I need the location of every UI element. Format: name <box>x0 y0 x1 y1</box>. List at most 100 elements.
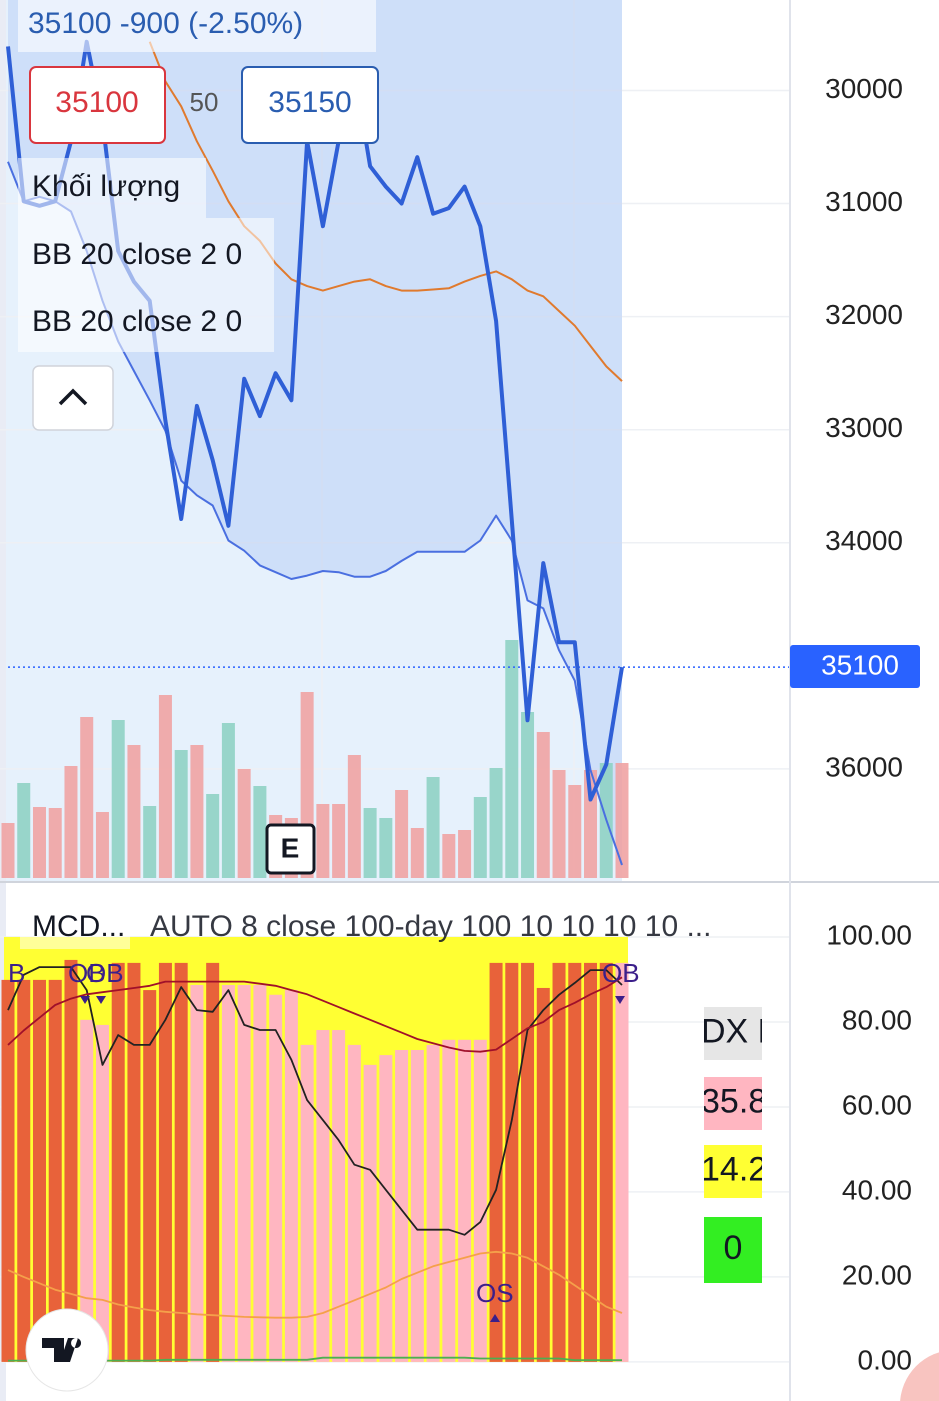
bar <box>1 979 15 1362</box>
corner-badge <box>900 1352 939 1401</box>
volume-bar <box>143 806 157 878</box>
volume-bar <box>410 828 424 878</box>
bar <box>237 984 251 1362</box>
indicator-line <box>7 966 623 1236</box>
volume-bar <box>458 830 472 878</box>
volume-bar <box>505 640 519 878</box>
title-bg <box>20 905 130 949</box>
bar <box>253 984 267 1362</box>
y-tick-label: 100.00 <box>826 919 912 950</box>
y-tick-label: 32000 <box>825 299 903 330</box>
legend-bb[interactable]: BB 20 close 2 0 <box>32 305 242 338</box>
volume-bar <box>552 770 566 878</box>
table-cell <box>704 1217 762 1283</box>
signal-label: OB <box>68 958 106 988</box>
volume-bar <box>395 790 409 878</box>
table-text: 14.2 <box>701 1150 767 1188</box>
collapse-button[interactable] <box>32 365 114 431</box>
ask-button[interactable] <box>241 66 379 144</box>
y-tick-label: 33000 <box>825 412 903 443</box>
table-cell <box>704 1077 762 1130</box>
bid-price[interactable]: 35100 <box>55 86 138 119</box>
price-line <box>148 41 623 382</box>
bar <box>599 962 613 1362</box>
signal-marker <box>615 996 625 1004</box>
signal-label: OB <box>602 958 640 988</box>
bar <box>158 962 172 1362</box>
signal-marker <box>80 996 90 1004</box>
indicator-table: DX F 35.8 14.2 0 <box>701 1007 778 1283</box>
y-tick-label: 40.00 <box>842 1174 912 1205</box>
volume-bar <box>568 785 582 878</box>
y-tick-label: 20.00 <box>842 1259 912 1290</box>
y-tick-label: 31000 <box>825 186 903 217</box>
table-cell <box>704 1007 762 1060</box>
y-tick-label: 60.00 <box>842 1089 912 1120</box>
legend-bg <box>18 218 274 352</box>
volume-bar <box>1 823 15 878</box>
bar <box>32 979 46 1362</box>
indicator-params: AUTO 8 close 100-day 100 10 10 10 10 ... <box>150 910 711 943</box>
table-text: DX F <box>701 1012 778 1050</box>
bar <box>190 984 204 1362</box>
bar <box>584 962 598 1362</box>
bid-button[interactable] <box>29 66 166 144</box>
bar <box>206 962 220 1362</box>
bar <box>442 1039 456 1362</box>
signal-label: B <box>8 958 25 988</box>
volume-bar <box>536 732 550 878</box>
signal-label: OS <box>476 1278 514 1308</box>
legend-bg <box>18 158 206 218</box>
left-edge <box>0 0 6 1401</box>
bar <box>536 987 550 1362</box>
bar <box>347 1044 361 1362</box>
logo-mark <box>42 1338 82 1362</box>
volume-bar <box>221 723 235 878</box>
bar <box>143 990 157 1362</box>
quote-bg <box>18 0 376 52</box>
bar <box>410 1050 424 1362</box>
volume-bar <box>64 766 78 878</box>
bar <box>111 962 125 1362</box>
indicator-pane: MCD... AUTO 8 close 100-day 100 10 10 10 … <box>0 905 790 1363</box>
volume-bar <box>190 745 204 878</box>
legend-bb[interactable]: BB 20 close 2 0 <box>32 238 242 271</box>
y-tick-label: 30000 <box>825 73 903 104</box>
spread: 50 <box>190 87 219 117</box>
volume-bar <box>80 717 94 878</box>
earnings-badge[interactable] <box>265 823 316 875</box>
ask-price[interactable]: 35150 <box>268 86 351 119</box>
bar <box>473 1039 487 1362</box>
bar <box>174 962 188 1362</box>
bar <box>521 962 535 1362</box>
bar <box>221 984 235 1362</box>
axes: 30000 31000 32000 33000 34000 36000 100.00 80.0… <box>825 73 912 1375</box>
signal-marker <box>490 1314 500 1322</box>
bar <box>458 1039 472 1362</box>
y-tick-label: 34000 <box>825 525 903 556</box>
bar <box>552 962 566 1362</box>
volume-bar <box>332 804 346 878</box>
signal-label: OB <box>86 958 124 988</box>
quote: 35100 -900 (-2.50%) <box>28 7 303 40</box>
bar <box>48 979 62 1362</box>
volume-bar <box>426 777 440 878</box>
volume-bar <box>95 812 109 878</box>
bar <box>95 1024 109 1362</box>
volume-bar <box>473 797 487 878</box>
volume-bar <box>158 695 172 878</box>
bar <box>80 1019 94 1362</box>
price-tag <box>790 645 920 688</box>
volume-bar <box>174 750 188 878</box>
volume-bar <box>363 808 377 878</box>
table-cell <box>704 1145 762 1198</box>
bar <box>568 962 582 1362</box>
volume-bar <box>32 807 46 878</box>
price-tag-label: 35100 <box>821 649 899 680</box>
volume-bar <box>347 755 361 878</box>
table-text: 35.8 <box>701 1082 767 1120</box>
legend-volume[interactable]: Khối lượng <box>32 170 180 203</box>
bar <box>316 1030 330 1362</box>
volume-bar <box>253 786 267 878</box>
bar <box>64 959 78 1362</box>
